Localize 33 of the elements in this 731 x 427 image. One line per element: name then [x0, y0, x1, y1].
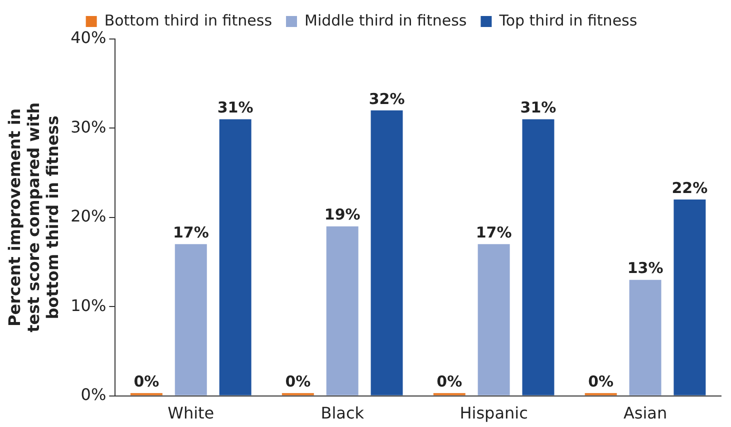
bar — [326, 226, 358, 396]
data-label: 13% — [627, 259, 664, 278]
bar — [629, 280, 662, 396]
x-tick-label: Black — [320, 404, 365, 423]
bar — [478, 244, 510, 396]
y-tick-label: 20% — [70, 206, 106, 226]
y-tick-label: 30% — [70, 117, 106, 136]
x-tick-label: White — [168, 404, 214, 423]
data-label: 0% — [436, 372, 462, 391]
y-tick-label: 10% — [70, 296, 106, 315]
data-label: 22% — [672, 178, 708, 197]
x-tick-label: Hispanic — [460, 404, 528, 423]
legend-label: Top third in fitness — [498, 11, 638, 30]
data-label: 19% — [324, 206, 360, 224]
data-label: 17% — [476, 224, 512, 242]
data-label: 0% — [134, 372, 160, 391]
y-axis-title: Percent improvement in test score compared with bottom third in fitness — [4, 102, 62, 332]
data-label: 0% — [588, 372, 614, 391]
bar — [674, 200, 706, 396]
y-tick-label: 40% — [70, 28, 106, 48]
data-label: 32% — [368, 90, 405, 108]
data-label: 17% — [172, 224, 209, 242]
bar — [522, 119, 554, 396]
data-label: 31% — [520, 98, 556, 117]
legend-label: Middle third in fitness — [304, 11, 467, 30]
legend-label: Bottom third in fitness — [104, 11, 272, 30]
y-tick-label: 0% — [80, 384, 106, 404]
data-label: 0% — [285, 372, 311, 391]
bar — [219, 119, 252, 396]
x-tick-label: Asian — [623, 404, 668, 423]
data-label: 31% — [217, 98, 254, 117]
bar — [370, 110, 403, 396]
bar — [174, 244, 207, 396]
